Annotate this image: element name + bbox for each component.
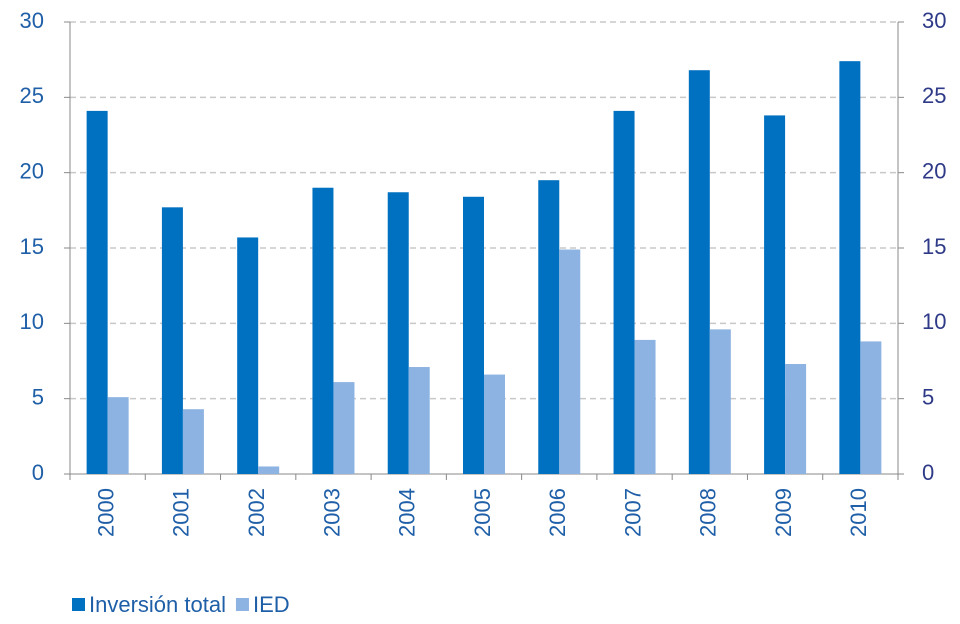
y2-tick-label: 30 <box>922 8 946 33</box>
x-tick-label: 2000 <box>93 488 118 537</box>
y2-tick-label: 20 <box>922 158 946 183</box>
x-tick-label: 2004 <box>395 488 420 537</box>
y-tick-label: 0 <box>32 460 44 485</box>
x-tick-label: 2008 <box>696 488 721 537</box>
bar <box>161 207 183 474</box>
x-tick-label: 2002 <box>244 488 269 537</box>
bar <box>484 374 505 474</box>
y-tick-label: 30 <box>20 8 44 33</box>
legend-swatch <box>72 598 85 611</box>
bar <box>237 237 259 474</box>
y-tick-label: 5 <box>32 384 44 409</box>
y-tick-label: 15 <box>20 234 44 259</box>
bar <box>182 409 204 474</box>
y2-tick-label: 10 <box>922 309 946 334</box>
bar <box>463 196 484 475</box>
y-tick-label: 20 <box>20 158 44 183</box>
bar <box>688 70 710 475</box>
x-tick-label: 2007 <box>620 488 645 537</box>
bar <box>613 110 635 474</box>
y-tick-label: 25 <box>20 83 44 108</box>
x-tick-label: 2006 <box>545 488 570 537</box>
bar <box>709 329 731 474</box>
bar <box>312 187 334 474</box>
bar <box>764 115 786 474</box>
bar <box>839 61 861 474</box>
bar <box>86 110 108 474</box>
bar <box>634 339 656 474</box>
legend-swatch <box>235 598 249 611</box>
bar <box>107 397 129 474</box>
legend-label: IED <box>253 592 290 617</box>
x-tick-label: 2003 <box>319 488 344 537</box>
bar <box>408 367 430 474</box>
bar <box>860 341 882 474</box>
x-tick-label: 2001 <box>169 488 194 537</box>
bar <box>538 180 560 474</box>
bar <box>387 192 409 474</box>
x-tick-label: 2005 <box>470 488 495 537</box>
y2-tick-label: 15 <box>922 234 946 259</box>
bar <box>559 249 581 474</box>
legend-label: Inversión total <box>89 592 226 617</box>
y2-tick-label: 0 <box>922 460 934 485</box>
bar <box>785 364 807 474</box>
bar <box>333 382 355 474</box>
y-tick-label: 10 <box>20 309 44 334</box>
x-tick-label: 2010 <box>846 488 871 537</box>
y2-tick-label: 25 <box>922 83 946 108</box>
bar <box>258 466 280 474</box>
y2-tick-label: 5 <box>922 384 934 409</box>
x-tick-label: 2009 <box>771 488 796 537</box>
